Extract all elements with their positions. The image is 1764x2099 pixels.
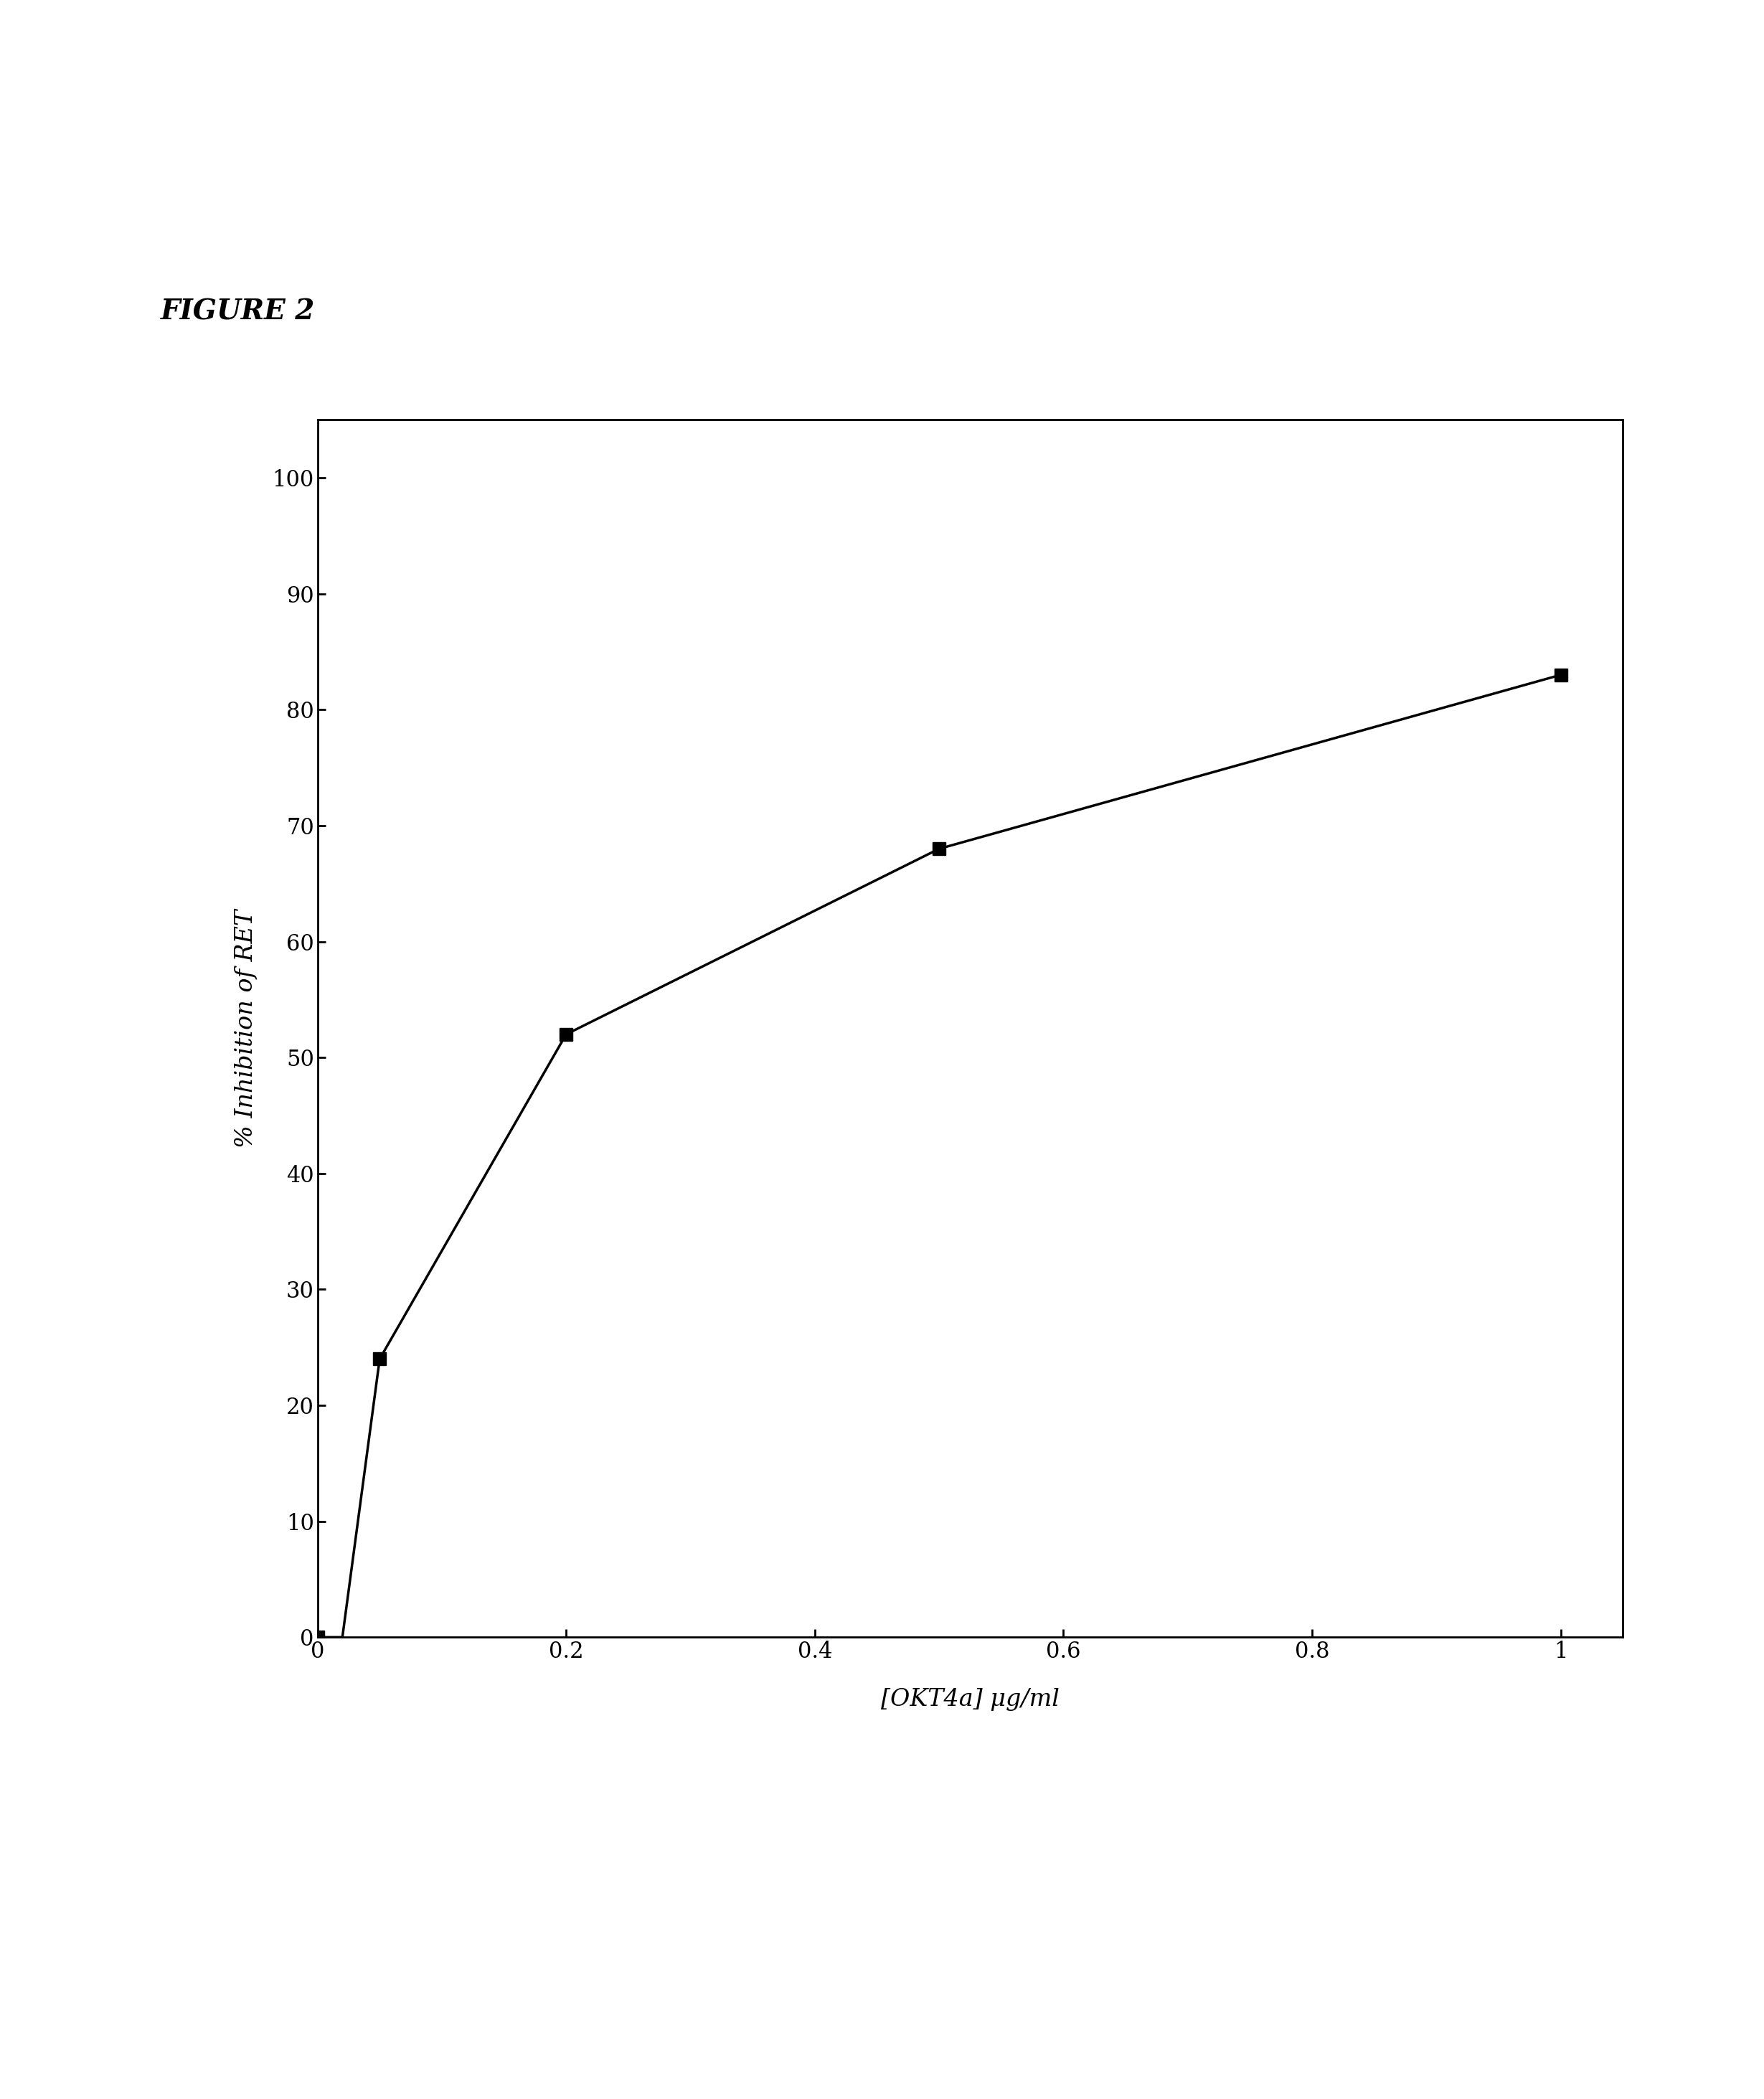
X-axis label: [OKT4a] μg/ml: [OKT4a] μg/ml [880, 1688, 1060, 1711]
Y-axis label: % Inhibition of RET: % Inhibition of RET [235, 909, 258, 1148]
Text: FIGURE 2: FIGURE 2 [161, 298, 316, 325]
